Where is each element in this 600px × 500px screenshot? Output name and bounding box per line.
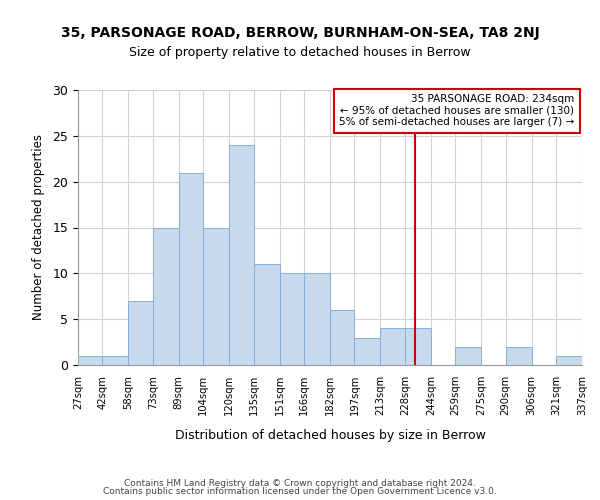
Bar [405,328,431,365]
Text: Contains HM Land Registry data © Crown copyright and database right 2024.: Contains HM Land Registry data © Crown c… [124,478,476,488]
Bar [280,274,304,365]
Bar [203,228,229,365]
Bar [153,228,179,365]
Text: Size of property relative to detached houses in Berrow: Size of property relative to detached ho… [129,46,471,59]
X-axis label: Distribution of detached houses by size in Berrow: Distribution of detached houses by size … [175,429,485,442]
Y-axis label: Number of detached properties: Number of detached properties [32,134,46,320]
Text: 35, PARSONAGE ROAD, BERROW, BURNHAM-ON-SEA, TA8 2NJ: 35, PARSONAGE ROAD, BERROW, BURNHAM-ON-S… [61,26,539,40]
Bar [103,356,128,365]
Bar [355,338,380,365]
Bar [455,346,481,365]
Bar [380,328,405,365]
Bar [78,356,103,365]
Bar [179,172,203,365]
Text: 35 PARSONAGE ROAD: 234sqm
← 95% of detached houses are smaller (130)
5% of semi-: 35 PARSONAGE ROAD: 234sqm ← 95% of detac… [339,94,574,128]
Bar [254,264,280,365]
Bar [556,356,582,365]
Bar [128,301,153,365]
Bar [330,310,355,365]
Text: Contains public sector information licensed under the Open Government Licence v3: Contains public sector information licen… [103,487,497,496]
Bar [229,145,254,365]
Bar [506,346,532,365]
Bar [304,274,330,365]
